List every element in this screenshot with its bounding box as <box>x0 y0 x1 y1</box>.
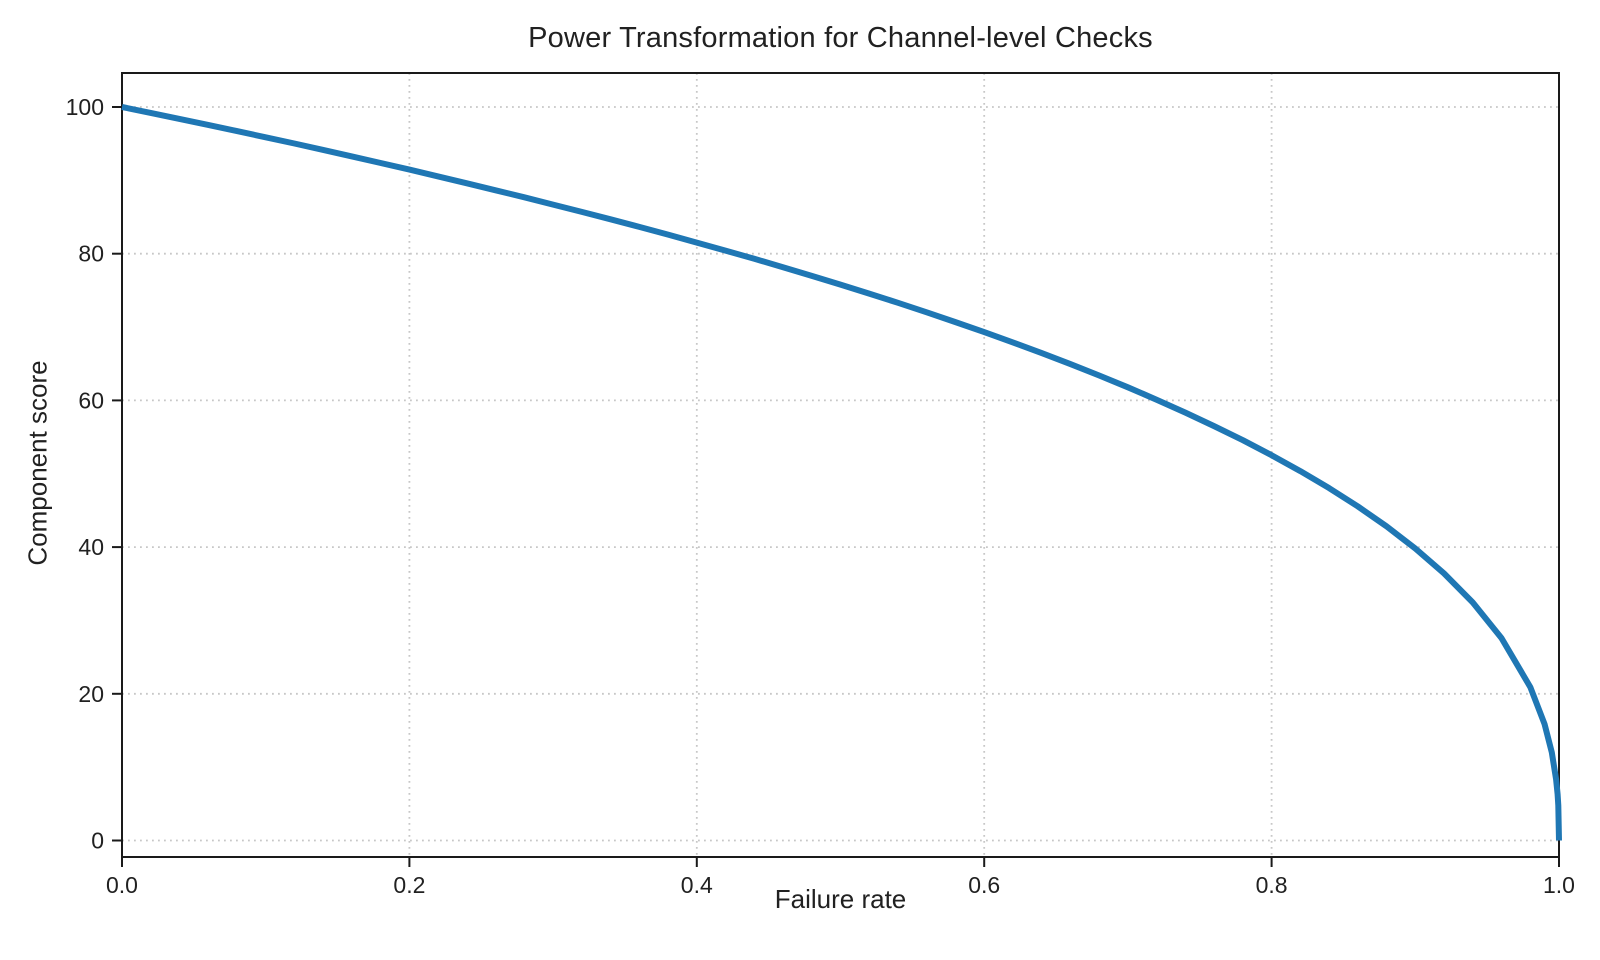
plot-frame <box>121 72 1560 858</box>
y-tick-label: 80 <box>78 241 104 267</box>
x-tick-label: 0.2 <box>393 872 425 898</box>
y-tick-label: 0 <box>91 828 104 854</box>
y-tick-label: 100 <box>66 94 104 120</box>
x-tick-label: 0.4 <box>681 872 713 898</box>
x-tick-label: 0.0 <box>106 872 138 898</box>
component-score-curve <box>121 104 1562 841</box>
y-tick-label: 40 <box>78 534 104 560</box>
x-axis-label: Failure rate <box>774 884 907 914</box>
y-axis-label: Component score <box>22 360 53 566</box>
x-tick-label: 1.0 <box>1543 872 1575 898</box>
x-tick-label: 0.6 <box>968 872 1000 898</box>
chart-title: Power Transformation for Channel-level C… <box>528 22 1153 54</box>
y-tick-label: 60 <box>78 387 104 413</box>
y-tick-label: 20 <box>78 681 104 707</box>
x-tick-label: 0.8 <box>1256 872 1288 898</box>
